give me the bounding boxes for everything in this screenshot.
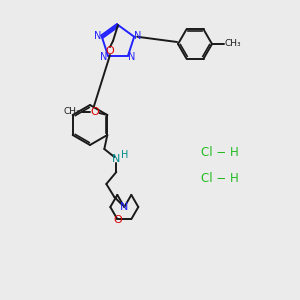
Text: Cl − H: Cl − H	[201, 146, 239, 158]
Text: CH₃: CH₃	[225, 40, 241, 49]
Text: N: N	[120, 202, 128, 212]
Text: O: O	[113, 215, 122, 225]
Text: H: H	[121, 150, 128, 160]
Text: CH₃: CH₃	[63, 107, 80, 116]
Text: N: N	[100, 52, 108, 62]
Text: N: N	[128, 52, 136, 62]
Text: N: N	[134, 31, 142, 41]
Text: Cl − H: Cl − H	[201, 172, 239, 184]
Text: N: N	[94, 31, 101, 41]
Text: N: N	[112, 154, 121, 164]
Text: O: O	[90, 107, 99, 117]
Text: O: O	[106, 46, 114, 56]
